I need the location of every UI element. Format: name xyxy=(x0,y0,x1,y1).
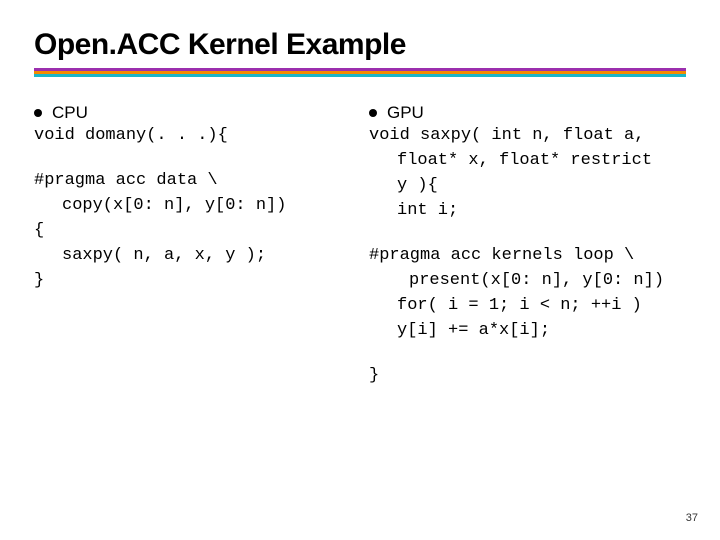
gpu-bullet-line: GPU xyxy=(369,103,686,123)
left-column: CPU void domany(. . .){ #pragma acc data… xyxy=(34,103,351,387)
cpu-code-2-5: } xyxy=(34,270,351,293)
gpu-code-line-2: float* x, float* restrict xyxy=(369,150,686,173)
rule-stripe-3 xyxy=(34,74,686,77)
cpu-code-2-4: saxpy( n, a, x, y ); xyxy=(34,245,351,268)
gpu-label: GPU xyxy=(387,103,424,123)
gpu-code-close: } xyxy=(369,365,686,388)
gpu-code-2-3: for( i = 1; i < n; ++i ) xyxy=(369,295,686,318)
bullet-dot-icon xyxy=(369,109,377,117)
cpu-bullet-line: CPU xyxy=(34,103,351,123)
cpu-code-2-3: { xyxy=(34,220,351,243)
gpu-code-block: #pragma acc kernels loop \ present(x[0: … xyxy=(369,245,686,343)
gpu-code-2-2: present(x[0: n], y[0: n]) xyxy=(369,270,686,293)
cpu-code-2-2: copy(x[0: n], y[0: n]) xyxy=(34,195,351,218)
cpu-code-block: #pragma acc data \ copy(x[0: n], y[0: n]… xyxy=(34,170,351,293)
cpu-label: CPU xyxy=(52,103,88,123)
gpu-code-line-1: void saxpy( int n, float a, xyxy=(369,125,686,148)
gpu-code-line-4: int i; xyxy=(369,200,686,223)
page-number: 37 xyxy=(686,512,698,524)
slide-title: Open.ACC Kernel Example xyxy=(34,28,686,62)
cpu-code-line-1: void domany(. . .){ xyxy=(34,125,351,148)
gpu-code-2-4: y[i] += a*x[i]; xyxy=(369,320,686,343)
cpu-code-2-1: #pragma acc data \ xyxy=(34,170,351,193)
content-columns: CPU void domany(. . .){ #pragma acc data… xyxy=(34,103,686,387)
right-column: GPU void saxpy( int n, float a, float* x… xyxy=(369,103,686,387)
gpu-code-2-1: #pragma acc kernels loop \ xyxy=(369,245,686,268)
gpu-code-line-3: y ){ xyxy=(369,175,686,198)
title-underline xyxy=(34,68,686,77)
bullet-dot-icon xyxy=(34,109,42,117)
